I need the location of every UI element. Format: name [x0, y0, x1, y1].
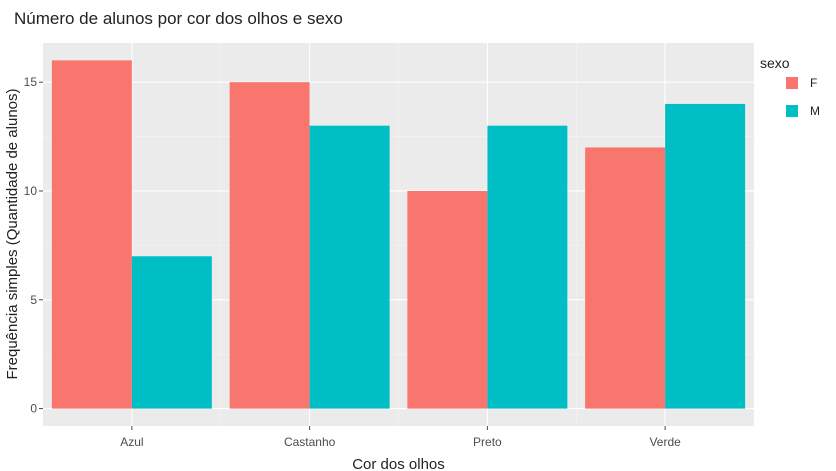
x-axis-ticks: Azul Castanho Preto Verde: [120, 426, 681, 449]
bar-F-preto: [407, 190, 488, 409]
y-axis-title: Frequência simples (Quantidade de alunos…: [4, 88, 21, 379]
legend-label-F: F: [810, 76, 817, 90]
bar-M-azul: [131, 256, 212, 409]
bar-F-castanho: [229, 82, 310, 409]
y-tick-label: 15: [24, 75, 38, 89]
x-tick-label: Preto: [473, 435, 502, 449]
legend-swatch-F: [786, 77, 798, 89]
y-tick-label: 0: [30, 402, 37, 416]
y-tick-label: 5: [30, 293, 37, 307]
bar-M-verde: [665, 103, 746, 409]
x-tick-label: Verde: [649, 435, 681, 449]
legend-swatch-M: [786, 105, 798, 117]
chart-title: Número de alunos por cor dos olhos e sex…: [14, 9, 343, 28]
legend-label-M: M: [810, 104, 820, 118]
bar-M-castanho: [309, 125, 390, 409]
x-axis-title: Cor dos olhos: [352, 456, 445, 471]
y-axis-ticks: 0 5 10 15: [24, 75, 43, 416]
bar-M-preto: [487, 125, 568, 409]
bar-F-verde: [585, 147, 666, 409]
bars: [51, 60, 746, 409]
legend: sexo FM: [760, 55, 820, 118]
x-tick-label: Castanho: [284, 435, 336, 449]
bar-F-azul: [51, 60, 132, 409]
legend-title: sexo: [760, 55, 790, 71]
x-tick-label: Azul: [120, 435, 143, 449]
y-tick-label: 10: [24, 184, 38, 198]
